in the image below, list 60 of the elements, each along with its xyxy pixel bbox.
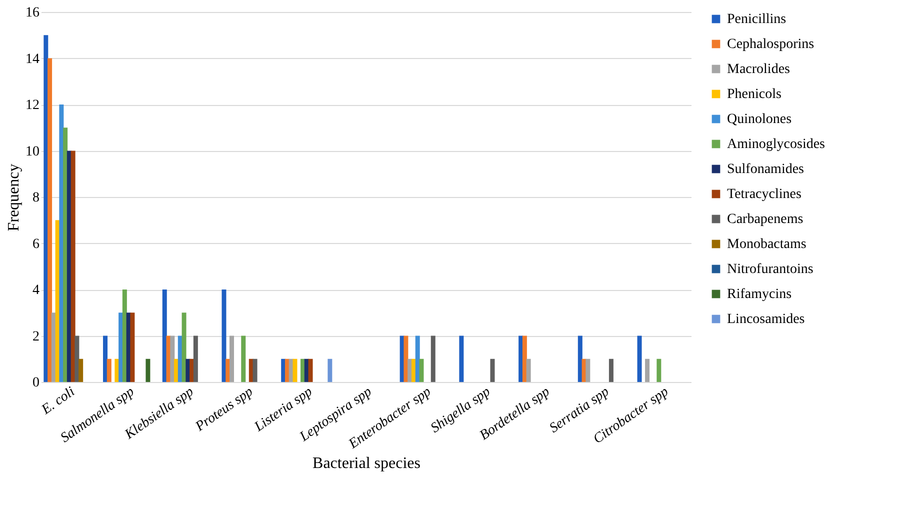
bar	[459, 336, 464, 382]
bar	[48, 58, 52, 382]
legend-label: Rifamycins	[727, 287, 792, 302]
bar	[78, 358, 84, 382]
y-tick-label: 4	[32, 283, 40, 298]
bar	[74, 336, 80, 382]
bar	[170, 336, 175, 382]
bar	[222, 290, 226, 382]
legend-label: Aminoglycosides	[727, 137, 825, 152]
bar	[430, 336, 436, 382]
bar	[59, 104, 64, 382]
y-tick-label: 16	[26, 6, 40, 20]
legend-label: Phenicols	[727, 87, 782, 102]
bar	[608, 358, 614, 382]
legend-label: Nitrofurantoins	[727, 262, 814, 277]
legend-label: Cephalosporins	[727, 37, 814, 52]
y-tick-label: 6	[32, 236, 40, 252]
y-tick-label: 0	[32, 376, 40, 390]
bar	[522, 336, 527, 382]
bar	[490, 358, 495, 382]
bar	[586, 358, 590, 382]
y-tick-label: 14	[26, 52, 40, 67]
bar	[292, 358, 298, 382]
legend-label: Carbapenems	[727, 212, 804, 227]
bar	[308, 358, 313, 382]
y-tick-label: 12	[26, 98, 40, 113]
bar	[162, 290, 167, 382]
bar	[130, 312, 135, 382]
bar	[70, 150, 76, 382]
bar	[44, 35, 48, 382]
y-axis-title: Frequency	[6, 164, 22, 232]
bar	[404, 336, 408, 382]
bar	[106, 358, 112, 382]
bar	[645, 358, 650, 382]
bar	[103, 336, 108, 382]
bar	[230, 336, 234, 382]
bar	[328, 358, 332, 382]
x-axis-title: Bacterial species	[312, 455, 420, 472]
bar	[578, 336, 582, 382]
legend-label: Monobactams	[727, 237, 806, 252]
bar	[182, 312, 186, 382]
bar	[63, 128, 68, 382]
legend-label: Macrolides	[727, 62, 790, 77]
y-tick-label: 8	[32, 190, 40, 206]
legend-label: Tetracyclines	[727, 187, 802, 202]
legend-label: Lincosamides	[727, 312, 805, 327]
bar	[146, 358, 150, 382]
legend-label: Quinolones	[727, 112, 792, 127]
bar	[252, 358, 258, 382]
bar	[122, 290, 127, 382]
legend-label: Sulfonamides	[727, 162, 804, 177]
bar	[241, 336, 246, 382]
y-tick-label: 2	[32, 329, 40, 344]
y-tick-label: 10	[26, 144, 40, 160]
bar	[637, 336, 642, 382]
bar	[419, 358, 424, 382]
bar	[656, 358, 662, 382]
bar	[193, 336, 198, 382]
bar	[526, 358, 531, 382]
legend-label: Penicillins	[727, 12, 786, 27]
